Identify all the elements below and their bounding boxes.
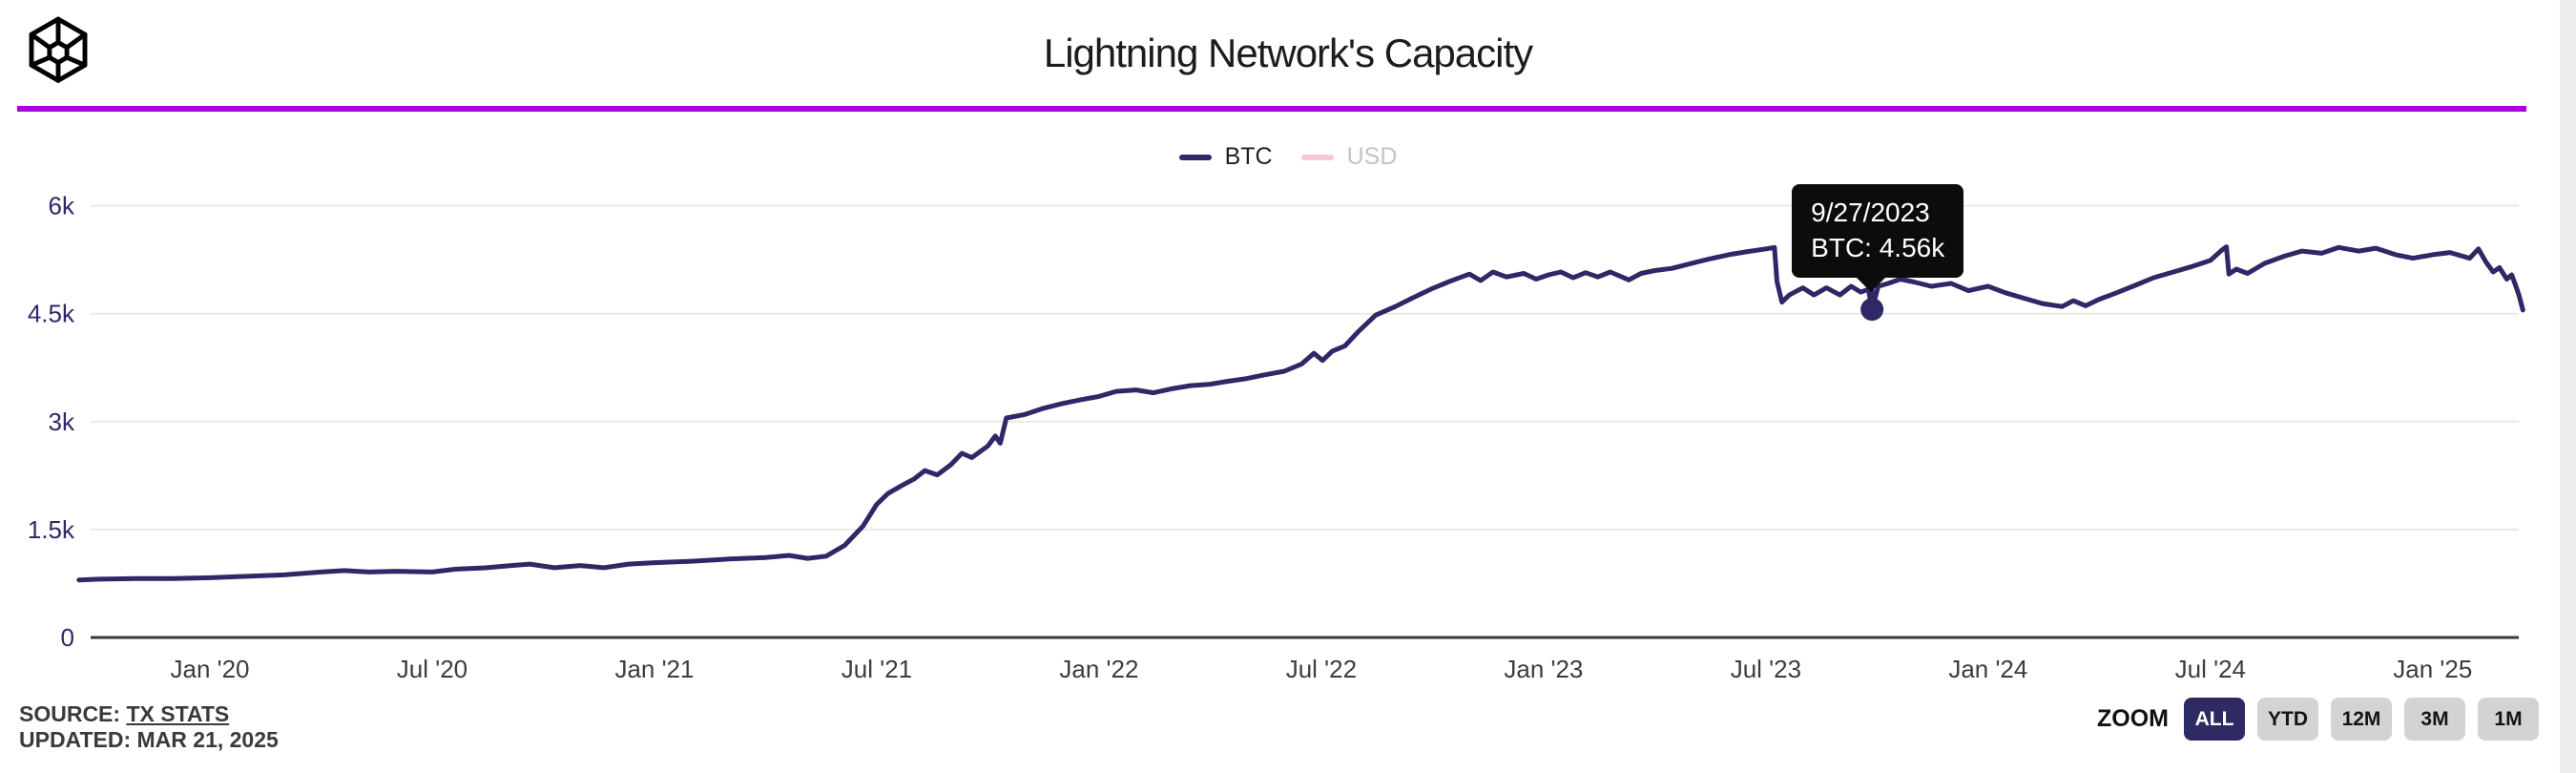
btc-series-line[interactable] <box>76 244 2525 583</box>
x-tick-label: Jan '20 <box>170 655 249 683</box>
zoom-label: ZOOM <box>2097 705 2169 732</box>
scrollbar[interactable] <box>2560 0 2576 773</box>
x-tick-label: Jul '24 <box>2175 655 2246 683</box>
x-tick-label: Jan '23 <box>1504 655 1583 683</box>
txstats-logo cube-icon[interactable] <box>25 15 92 90</box>
x-tick-label: Jan '21 <box>614 655 694 683</box>
usd-line-swatch <box>1300 154 1334 160</box>
x-tick-label: Jul '22 <box>1286 655 1357 683</box>
x-tick-label: Jul '20 <box>397 655 467 683</box>
page-title: Lightning Network's Capacity <box>1043 31 1533 75</box>
zoom-controls: ZOOM ALL YTD 12M 3M 1M <box>2097 698 2539 741</box>
tooltip-value: BTC: 4.56k <box>1811 233 1945 262</box>
y-tick-label: 1.5k <box>28 515 75 544</box>
source-prefix: SOURCE: <box>19 701 121 726</box>
legend-label-btc: BTC <box>1224 143 1273 170</box>
y-tick-label: 6k <box>49 192 75 220</box>
legend-item-usd[interactable]: USD <box>1300 143 1398 171</box>
source-block: SOURCE: TX STATS UPDATED: MAR 21, 2025 <box>19 701 279 753</box>
zoom-button-ytd[interactable]: YTD <box>2257 698 2318 741</box>
chart-tooltip: 9/27/2023 BTC: 4.56k <box>1792 184 1964 292</box>
source-link[interactable]: TX STATS <box>126 701 230 726</box>
y-tick-label: 4.5k <box>28 300 75 328</box>
x-tick-label: Jul '23 <box>1731 655 1801 683</box>
btc-line-swatch <box>1178 154 1212 160</box>
zoom-button-3m[interactable]: 3M <box>2404 698 2465 741</box>
zoom-button-1m[interactable]: 1M <box>2478 698 2539 741</box>
zoom-button-12m[interactable]: 12M <box>2331 698 2392 741</box>
y-tick-label: 3k <box>49 407 75 436</box>
y-tick-label: 0 <box>61 623 74 652</box>
legend-item-btc[interactable]: BTC <box>1178 143 1273 171</box>
legend-label-usd: USD <box>1346 143 1398 170</box>
x-tick-label: Jan '22 <box>1059 655 1138 683</box>
updated-text: UPDATED: MAR 21, 2025 <box>19 727 279 752</box>
tooltip-date: 9/27/2023 <box>1811 198 1930 227</box>
x-tick-label: Jan '25 <box>2393 655 2472 683</box>
accent-divider <box>17 106 2526 112</box>
x-tick-label: Jan '24 <box>1948 655 2027 683</box>
x-tick-label: Jul '21 <box>841 655 912 683</box>
chart-legend: BTC USD <box>0 143 2576 171</box>
tooltip-marker-dot <box>1860 298 1884 322</box>
zoom-button-all[interactable]: ALL <box>2184 698 2245 741</box>
